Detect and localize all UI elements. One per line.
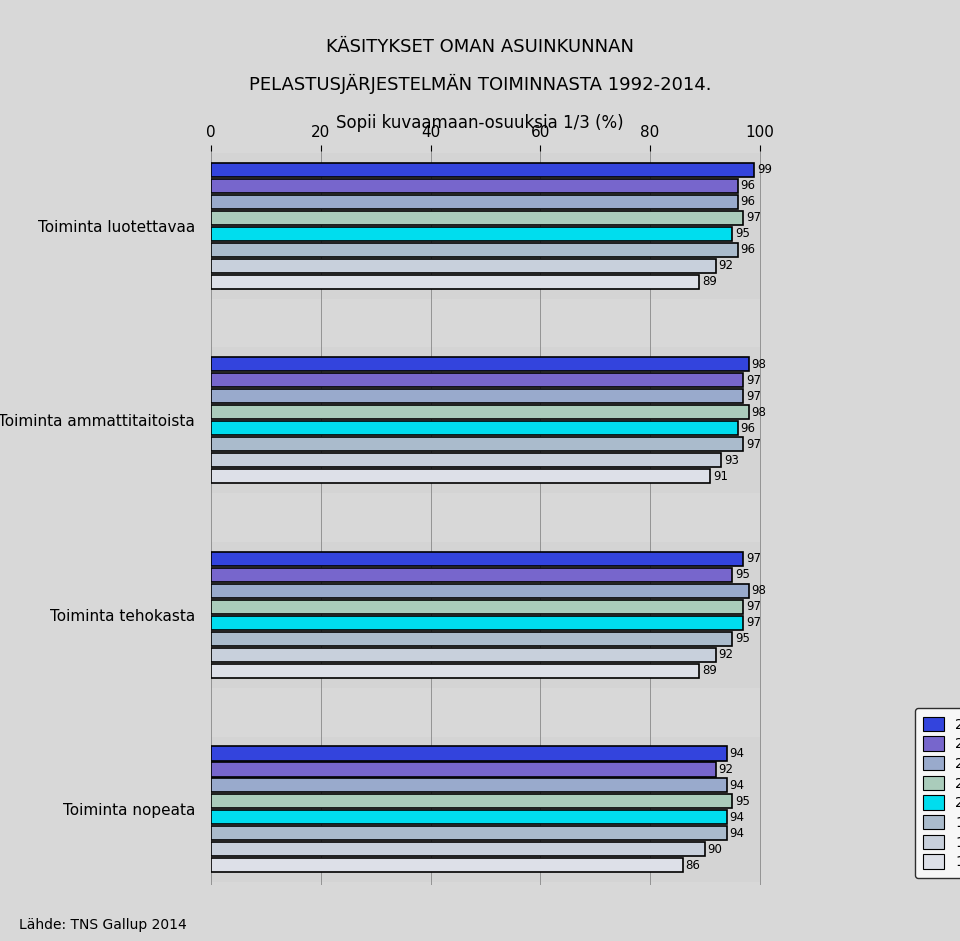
Bar <box>211 615 743 630</box>
Bar <box>211 542 759 688</box>
Bar <box>211 762 716 776</box>
Text: 97: 97 <box>746 390 761 403</box>
Text: 97: 97 <box>746 374 761 387</box>
Bar <box>211 810 727 824</box>
Bar <box>211 454 721 468</box>
Bar <box>211 211 743 225</box>
Text: 97: 97 <box>746 552 761 566</box>
Bar <box>211 163 755 177</box>
Text: Sopii kuvaamaan-osuuksia 1/3 (%): Sopii kuvaamaan-osuuksia 1/3 (%) <box>336 114 624 132</box>
Text: 97: 97 <box>746 211 761 224</box>
Bar <box>211 374 743 388</box>
Bar <box>211 737 759 883</box>
Text: KÄSITYKSET OMAN ASUINKUNNAN: KÄSITYKSET OMAN ASUINKUNNAN <box>326 39 634 56</box>
Bar <box>211 794 732 808</box>
Text: 99: 99 <box>757 163 772 176</box>
Text: 94: 94 <box>730 779 745 792</box>
Text: 96: 96 <box>740 243 756 256</box>
Text: 97: 97 <box>746 600 761 614</box>
Bar <box>211 195 738 209</box>
Bar <box>211 227 732 241</box>
Text: 92: 92 <box>719 763 733 776</box>
Text: 95: 95 <box>735 795 750 808</box>
Bar <box>211 259 716 273</box>
Bar <box>211 551 743 566</box>
Text: 98: 98 <box>752 406 766 419</box>
Legend: 2014, 2011, 2008, 2005, 2002, 1999, 1995, 1992: 2014, 2011, 2008, 2005, 2002, 1999, 1995… <box>915 709 960 878</box>
Bar <box>211 663 700 678</box>
Text: 93: 93 <box>724 454 739 467</box>
Text: 86: 86 <box>685 859 701 872</box>
Text: 96: 96 <box>740 179 756 192</box>
Text: Lähde: TNS Gallup 2014: Lähde: TNS Gallup 2014 <box>19 917 187 932</box>
Bar <box>211 243 738 257</box>
Bar <box>211 406 749 420</box>
Text: 91: 91 <box>713 470 728 483</box>
Bar <box>211 567 732 582</box>
Bar <box>211 422 738 436</box>
Text: 98: 98 <box>752 584 766 598</box>
Bar <box>211 599 743 614</box>
Bar <box>211 470 710 484</box>
Text: 94: 94 <box>730 827 745 840</box>
Bar <box>211 826 727 840</box>
Text: 96: 96 <box>740 195 756 208</box>
Text: 89: 89 <box>702 275 717 288</box>
Text: 97: 97 <box>746 438 761 451</box>
Text: 90: 90 <box>708 843 723 856</box>
Text: 95: 95 <box>735 632 750 646</box>
Bar <box>211 347 759 493</box>
Text: 89: 89 <box>702 664 717 678</box>
Bar <box>211 858 683 872</box>
Text: 94: 94 <box>730 747 745 760</box>
Text: 95: 95 <box>735 568 750 582</box>
Bar <box>211 152 759 298</box>
Bar <box>211 842 705 856</box>
Text: 94: 94 <box>730 811 745 824</box>
Bar <box>211 179 738 193</box>
Text: 92: 92 <box>719 259 733 272</box>
Bar <box>211 438 743 452</box>
Bar <box>211 647 716 662</box>
Text: 96: 96 <box>740 422 756 435</box>
Bar <box>211 778 727 792</box>
Bar <box>211 631 732 646</box>
Text: 92: 92 <box>719 648 733 662</box>
Bar <box>211 583 749 598</box>
Text: PELASTUSJÄRJESTELMÄN TOIMINNASTA 1992-2014.: PELASTUSJÄRJESTELMÄN TOIMINNASTA 1992-20… <box>249 74 711 94</box>
Text: 97: 97 <box>746 616 761 630</box>
Bar <box>211 358 749 372</box>
Bar <box>211 275 700 289</box>
Text: 98: 98 <box>752 358 766 371</box>
Bar <box>211 390 743 404</box>
Text: 95: 95 <box>735 227 750 240</box>
Bar <box>211 746 727 760</box>
